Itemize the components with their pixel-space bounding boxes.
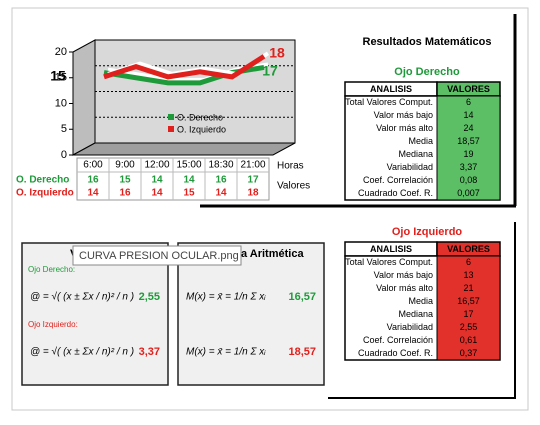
table-cell: 6 [466, 257, 471, 267]
table-cell: Valor más bajo [374, 110, 433, 120]
table-title: Ojo Derecho [394, 66, 460, 78]
value-column [436, 95, 501, 201]
legend-label: O. Derecho [177, 112, 223, 122]
table-cell: Mediana [398, 149, 433, 159]
table-cell: 0,37 [460, 348, 478, 358]
table-cell: 16,57 [457, 296, 480, 306]
table-cell: 0,007 [457, 188, 480, 198]
y-tick-label: 20 [55, 46, 67, 58]
panel-value: 3,37 [139, 346, 160, 358]
table-cell: Coef. Correlación [363, 335, 433, 345]
table-value: 14 [183, 175, 195, 186]
formula: M(x) = x̄ = 1/n Σ xᵢ [186, 347, 266, 358]
table-cell: 0,08 [460, 175, 478, 185]
table-row-label: O. Derecho [16, 175, 69, 186]
table-cell: Coef. Correlación [363, 175, 433, 185]
table-value: 14 [215, 188, 227, 199]
table-cell: 17 [463, 309, 473, 319]
chart: 0 5 10 15 20 O. Derecho O. Izquierdo 15 18 17 6:00… [16, 39, 310, 201]
formula: @ = √( (x ± Σx / n)² / n ) [30, 346, 134, 358]
table-cell: Valor más bajo [374, 270, 433, 280]
series-line [103, 54, 266, 80]
value-column [436, 255, 501, 361]
table-cell: 19 [463, 149, 473, 159]
panel [177, 242, 325, 386]
panel-label: Ojo Derecho: [28, 265, 75, 274]
table-cell: Media [408, 136, 433, 146]
table-value: 16 [87, 175, 99, 186]
y-tick-label: 5 [61, 123, 67, 135]
table-cell: 24 [463, 123, 473, 133]
table-cell: Mediana [398, 309, 433, 319]
table-cell: 14 [463, 110, 473, 120]
table-cell: 0,61 [460, 335, 478, 345]
table-cell: Valor más alto [376, 123, 433, 133]
tooltip-box [72, 245, 242, 266]
table-cell: 13 [463, 270, 473, 280]
annotation: 18 [269, 45, 285, 61]
table-cell: Variabilidad [387, 322, 433, 332]
table-cell: 18,57 [457, 136, 480, 146]
table-cell: Cuadrado Coef. R. [358, 188, 433, 198]
table-cell: Media [408, 296, 433, 306]
table-value: 18 [247, 188, 259, 199]
table-cell: 6 [466, 97, 471, 107]
side-wall [72, 39, 96, 156]
table-header: VALORES [447, 84, 490, 94]
x-tick-label: 15:00 [176, 160, 201, 171]
table-cell: 21 [463, 283, 473, 293]
panel-label: Ojo Izquierdo: [28, 320, 78, 329]
table-value: 17 [247, 175, 259, 186]
panel-title: a Aritmética [241, 248, 304, 260]
x-tick-label: 9:00 [115, 160, 135, 171]
annotation: 17 [262, 63, 278, 79]
panel-value: 18,57 [288, 346, 316, 358]
x-axis-label: Horas [277, 161, 304, 172]
floor [72, 142, 296, 156]
annotation: 15 [50, 68, 66, 84]
table-cell: Variabilidad [387, 162, 433, 172]
table-cell: 3,37 [460, 162, 478, 172]
y-tick-label: 15 [55, 72, 67, 84]
table-value: 15 [119, 175, 131, 186]
table-label: Valores [277, 181, 310, 192]
panels: VOjo Derecho:@ = √( (x ± Σx / n)² / n )2… [21, 242, 325, 386]
legend-swatch [168, 126, 174, 132]
table-row-label: O. Izquierdo [16, 188, 74, 199]
x-tick-label: 12:00 [144, 160, 169, 171]
panel-value: 2,55 [139, 291, 160, 303]
y-tick-label: 10 [55, 97, 67, 109]
table-header: ANALISIS [370, 244, 412, 254]
tooltip-text: CURVA PRESION OCULAR.png [79, 250, 239, 262]
x-tick-label: 21:00 [240, 160, 265, 171]
table-value: 14 [151, 188, 163, 199]
table-cell: Total Valores Comput. [345, 97, 433, 107]
legend-swatch [168, 114, 174, 120]
tooltip: CURVA PRESION OCULAR.png [72, 245, 242, 266]
x-tick-label: 18:30 [208, 160, 233, 171]
table-value: 14 [151, 175, 163, 186]
table-title: Ojo Izquierdo [392, 226, 463, 238]
legend-label: O. Izquierdo [177, 124, 226, 134]
formula: M(x) = x̄ = 1/n Σ xᵢ [186, 292, 266, 303]
panel [21, 242, 169, 386]
results: Resultados Matemáticos Ojo Derecho ANALIS… [344, 36, 501, 361]
table-header: ANALISIS [370, 84, 412, 94]
table-cell: 2,55 [460, 322, 478, 332]
results-title: Resultados Matemáticos [363, 36, 492, 48]
table-cell: Cuadrado Coef. R. [358, 348, 433, 358]
table-value: 15 [183, 188, 195, 199]
table-header: VALORES [447, 244, 490, 254]
y-tick-label: 0 [61, 149, 67, 161]
table-cell: Total Valores Comput. [345, 257, 433, 267]
x-tick-label: 6:00 [83, 160, 103, 171]
table-value: 14 [87, 188, 99, 199]
formula: @ = √( (x ± Σx / n)² / n ) [30, 291, 134, 303]
table-value: 16 [119, 188, 131, 199]
panel-value: 16,57 [288, 291, 316, 303]
table-value: 16 [215, 175, 227, 186]
table-cell: Valor más alto [376, 283, 433, 293]
